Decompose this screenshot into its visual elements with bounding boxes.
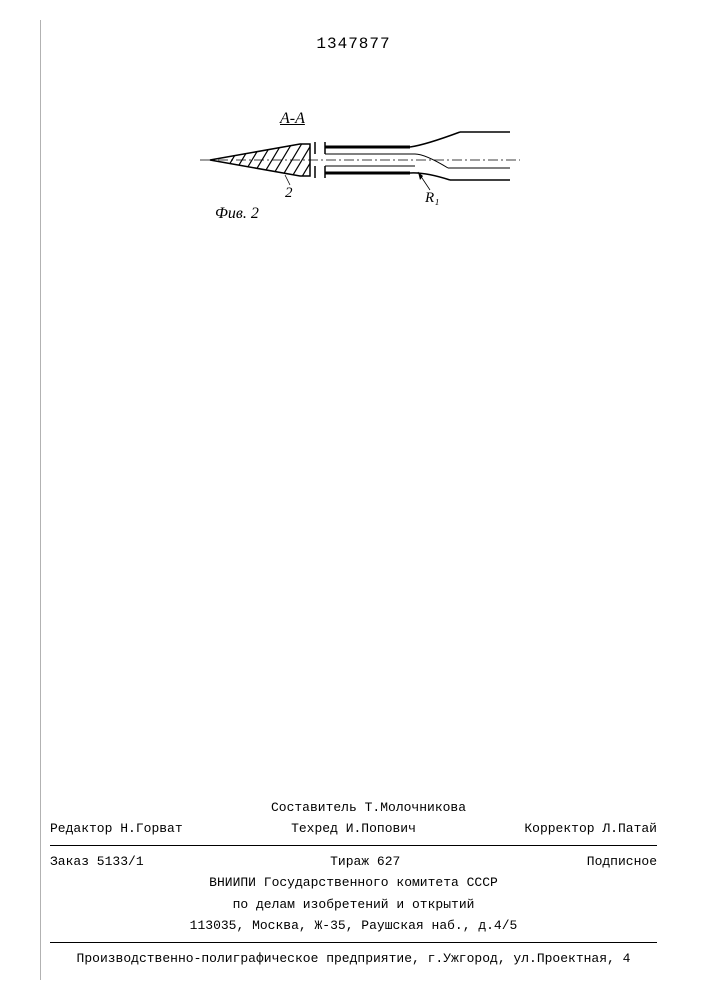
printer-line: Производственно-полиграфическое предприя… [50,949,657,969]
figure-2: А-А [200,110,520,240]
page-left-border [40,20,41,980]
order-row: Заказ 5133/1 Тираж 627 Подписное [50,852,657,872]
tirazh: Тираж 627 [330,852,400,872]
divider-2 [50,942,657,943]
callout-part-2: 2 [285,185,293,202]
editor: Редактор Н.Горват [50,819,183,839]
divider-1 [50,845,657,846]
tehred: Техред И.Попович [291,819,416,839]
document-number: 1347877 [0,35,707,53]
address: 113035, Москва, Ж-35, Раушская наб., д.4… [50,916,657,936]
figure-label: Фив. 2 [215,205,259,223]
credits-row-1: Составитель Т.Молочникова [50,798,657,818]
org-line-2: по делам изобретений и открытий [50,895,657,915]
footer-block: Составитель Т.Молочникова Редактор Н.Гор… [50,796,657,971]
order-number: Заказ 5133/1 [50,852,144,872]
org-line-1: ВНИИПИ Государственного комитета СССР [50,873,657,893]
corrector: Корректор Л.Патай [524,819,657,839]
callout-radius-r1: R₁ [425,190,439,207]
compiler: Составитель Т.Молочникова [271,798,466,818]
subscription: Подписное [587,852,657,872]
credits-row-2: Редактор Н.Горват Техред И.Попович Корре… [50,819,657,839]
